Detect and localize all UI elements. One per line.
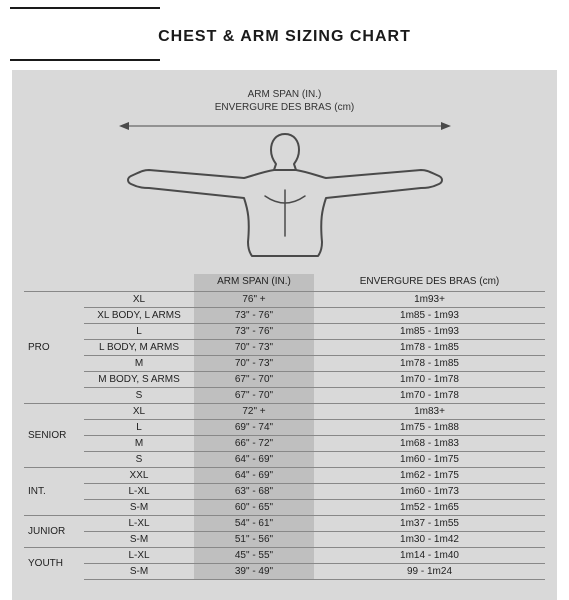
size-cell: XXL — [84, 468, 194, 484]
table-row: M70" - 73"1m78 - 1m85 — [24, 356, 545, 372]
col-header-inches: ARM SPAN (IN.) — [194, 274, 314, 292]
inches-cell: 45" - 55" — [194, 548, 314, 564]
inches-cell: 73" - 76" — [194, 324, 314, 340]
table-row: S64" - 69"1m60 - 1m75 — [24, 452, 545, 468]
inches-cell: 73" - 76" — [194, 308, 314, 324]
inches-cell: 66" - 72" — [194, 436, 314, 452]
cm-cell: 1m78 - 1m85 — [314, 356, 545, 372]
inches-cell: 51" - 56" — [194, 532, 314, 548]
inches-cell: 63" - 68" — [194, 484, 314, 500]
cm-cell: 1m85 - 1m93 — [314, 308, 545, 324]
arm-span-label-fr: ENVERGURE DES BRAS (cm) — [24, 101, 545, 114]
cm-cell: 1m93+ — [314, 292, 545, 308]
table-row: L-XL63" - 68"1m60 - 1m73 — [24, 484, 545, 500]
chart-title: CHEST & ARM SIZING CHART — [0, 18, 569, 52]
cm-cell: 1m52 - 1m65 — [314, 500, 545, 516]
inches-cell: 39" - 49" — [194, 564, 314, 580]
table-row: S67" - 70"1m70 - 1m78 — [24, 388, 545, 404]
size-cell: XL BODY, L ARMS — [84, 308, 194, 324]
inches-cell: 64" - 69" — [194, 468, 314, 484]
table-row: S-M51" - 56"1m30 - 1m42 — [24, 532, 545, 548]
size-cell: S — [84, 388, 194, 404]
table-row: S-M60" - 65"1m52 - 1m65 — [24, 500, 545, 516]
cm-cell: 1m60 - 1m73 — [314, 484, 545, 500]
cm-cell: 1m85 - 1m93 — [314, 324, 545, 340]
size-cell: L-XL — [84, 516, 194, 532]
inches-cell: 67" - 70" — [194, 388, 314, 404]
cm-cell: 1m62 - 1m75 — [314, 468, 545, 484]
inches-cell: 54" - 61" — [194, 516, 314, 532]
armspan-svg — [115, 116, 455, 266]
size-cell: S-M — [84, 532, 194, 548]
inches-cell: 70" - 73" — [194, 340, 314, 356]
category-cell: INT. — [24, 468, 84, 516]
sizing-table: ARM SPAN (IN.) ENVERGURE DES BRAS (cm) P… — [24, 274, 545, 580]
table-row: M66" - 72"1m68 - 1m83 — [24, 436, 545, 452]
arm-span-label-en: ARM SPAN (IN.) — [24, 88, 545, 101]
size-cell: XL — [84, 404, 194, 420]
table-row: JUNIORL-XL54" - 61"1m37 - 1m55 — [24, 516, 545, 532]
chart-panel: ARM SPAN (IN.) ENVERGURE DES BRAS (cm) — [12, 70, 557, 600]
size-cell: L — [84, 324, 194, 340]
span-labels: ARM SPAN (IN.) ENVERGURE DES BRAS (cm) — [24, 88, 545, 114]
inches-cell: 72" + — [194, 404, 314, 420]
category-cell: YOUTH — [24, 548, 84, 580]
size-cell: M — [84, 436, 194, 452]
inches-cell: 70" - 73" — [194, 356, 314, 372]
cm-cell: 1m78 - 1m85 — [314, 340, 545, 356]
cm-cell: 1m75 - 1m88 — [314, 420, 545, 436]
size-cell: L BODY, M ARMS — [84, 340, 194, 356]
category-cell: JUNIOR — [24, 516, 84, 548]
size-cell: L — [84, 420, 194, 436]
inches-cell: 76" + — [194, 292, 314, 308]
torso-figure — [24, 116, 545, 266]
table-row: XL BODY, L ARMS73" - 76"1m85 - 1m93 — [24, 308, 545, 324]
size-cell: XL — [84, 292, 194, 308]
cm-cell: 1m60 - 1m75 — [314, 452, 545, 468]
table-row: M BODY, S ARMS67" - 70"1m70 - 1m78 — [24, 372, 545, 388]
size-cell: S-M — [84, 564, 194, 580]
size-cell: L-XL — [84, 548, 194, 564]
inches-cell: 60" - 65" — [194, 500, 314, 516]
size-cell: S — [84, 452, 194, 468]
table-row: L69" - 74"1m75 - 1m88 — [24, 420, 545, 436]
table-row: L73" - 76"1m85 - 1m93 — [24, 324, 545, 340]
table-row: PROXL76" +1m93+ — [24, 292, 545, 308]
table-row: YOUTHL-XL45" - 55"1m14 - 1m40 — [24, 548, 545, 564]
cm-cell: 99 - 1m24 — [314, 564, 545, 580]
cm-cell: 1m37 - 1m55 — [314, 516, 545, 532]
cm-cell: 1m83+ — [314, 404, 545, 420]
table-row: S-M39" - 49"99 - 1m24 — [24, 564, 545, 580]
inches-cell: 64" - 69" — [194, 452, 314, 468]
cm-cell: 1m70 - 1m78 — [314, 388, 545, 404]
category-cell: SENIOR — [24, 404, 84, 468]
inches-cell: 69" - 74" — [194, 420, 314, 436]
size-cell: M — [84, 356, 194, 372]
category-cell: PRO — [24, 292, 84, 404]
table-header-row: ARM SPAN (IN.) ENVERGURE DES BRAS (cm) — [24, 274, 545, 292]
cm-cell: 1m70 - 1m78 — [314, 372, 545, 388]
title-bar: CHEST & ARM SIZING CHART — [0, 0, 569, 70]
table-row: SENIORXL72" +1m83+ — [24, 404, 545, 420]
col-header-cm: ENVERGURE DES BRAS (cm) — [314, 274, 545, 292]
inches-cell: 67" - 70" — [194, 372, 314, 388]
cm-cell: 1m30 - 1m42 — [314, 532, 545, 548]
size-cell: S-M — [84, 500, 194, 516]
cm-cell: 1m68 - 1m83 — [314, 436, 545, 452]
size-cell: L-XL — [84, 484, 194, 500]
table-row: L BODY, M ARMS70" - 73"1m78 - 1m85 — [24, 340, 545, 356]
table-row: INT.XXL64" - 69"1m62 - 1m75 — [24, 468, 545, 484]
cm-cell: 1m14 - 1m40 — [314, 548, 545, 564]
size-cell: M BODY, S ARMS — [84, 372, 194, 388]
